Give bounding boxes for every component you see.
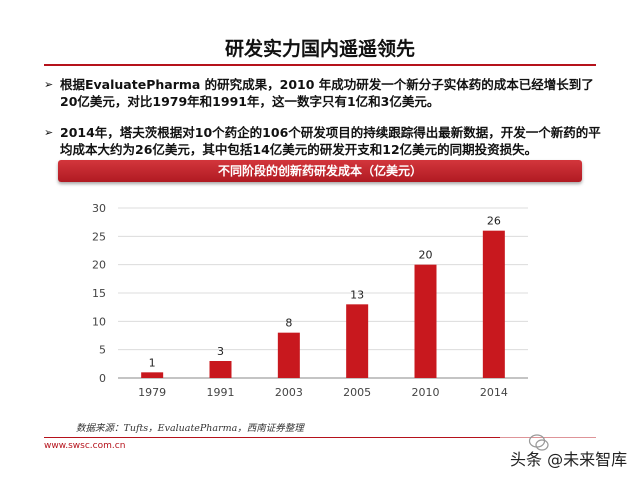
y-tick-label: 5 [99,344,106,357]
bar-value-label: 3 [217,345,224,358]
bar-value-label: 26 [487,215,501,228]
bullet-2: ➢ 2014年，塔夫茨根据对10个药企的106个研发项目的持续跟踪得出最新数据，… [44,124,605,158]
y-tick-label: 20 [92,259,106,272]
watermark-backdrop [500,436,640,476]
bar [414,264,437,378]
bar [346,304,369,378]
x-tick-label: 2010 [412,386,440,399]
y-tick-label: 0 [99,372,106,385]
footer-url: www.swsc.com.cn [44,441,126,451]
wechat-icon [528,434,549,451]
bar [482,230,505,378]
source-note: 数据来源：Tufts，EvaluatePharma，西南证券整理 [76,423,304,434]
bar-value-label: 13 [350,288,364,301]
y-tick-label: 25 [92,230,106,243]
bullet-arrow-icon: ➢ [44,126,54,139]
footer-divider [44,437,596,438]
x-tick-label: 1991 [207,386,235,399]
chart-title-banner: 不同阶段的创新药研发成本（亿美元） [58,160,582,182]
bullet-arrow-icon: ➢ [44,78,54,91]
y-tick-label: 10 [92,315,106,328]
watermark: 头条 @未来智库 [500,434,640,476]
bullet-1-text: 根据EvaluatePharma 的研究成果，2010 年成功研发一个新分子实体… [60,77,594,109]
watermark-text: 头条 @未来智库 [510,450,628,469]
y-tick-label: 30 [92,202,106,215]
x-tick-label: 2005 [343,386,371,399]
bar-value-label: 1 [149,356,156,369]
x-tick-label: 2003 [275,386,303,399]
bar-value-label: 8 [285,317,292,330]
y-tick-label: 15 [92,287,106,300]
title-divider [44,64,596,66]
bar-value-label: 20 [419,249,433,262]
x-tick-label: 2014 [480,386,508,399]
bar [277,332,300,378]
bar [209,361,232,378]
x-tick-label: 1979 [138,386,166,399]
bullet-1: ➢ 根据EvaluatePharma 的研究成果，2010 年成功研发一个新分子… [44,76,605,110]
bar [141,372,164,378]
slide-title: 研发实力国内遥遥领先 [224,38,415,60]
bullet-2-text: 2014年，塔夫茨根据对10个药企的106个研发项目的持续跟踪得出最新数据，开发… [60,125,601,157]
